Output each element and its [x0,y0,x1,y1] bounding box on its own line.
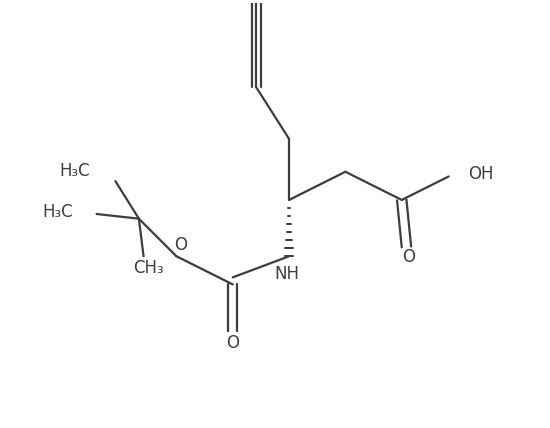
Text: O: O [402,248,415,266]
Text: CH₃: CH₃ [133,259,163,277]
Text: OH: OH [469,165,494,183]
Text: H₃C: H₃C [42,202,73,221]
Text: H₃C: H₃C [59,162,90,180]
Text: O: O [174,235,188,253]
Text: NH: NH [274,265,299,283]
Text: O: O [226,334,239,352]
